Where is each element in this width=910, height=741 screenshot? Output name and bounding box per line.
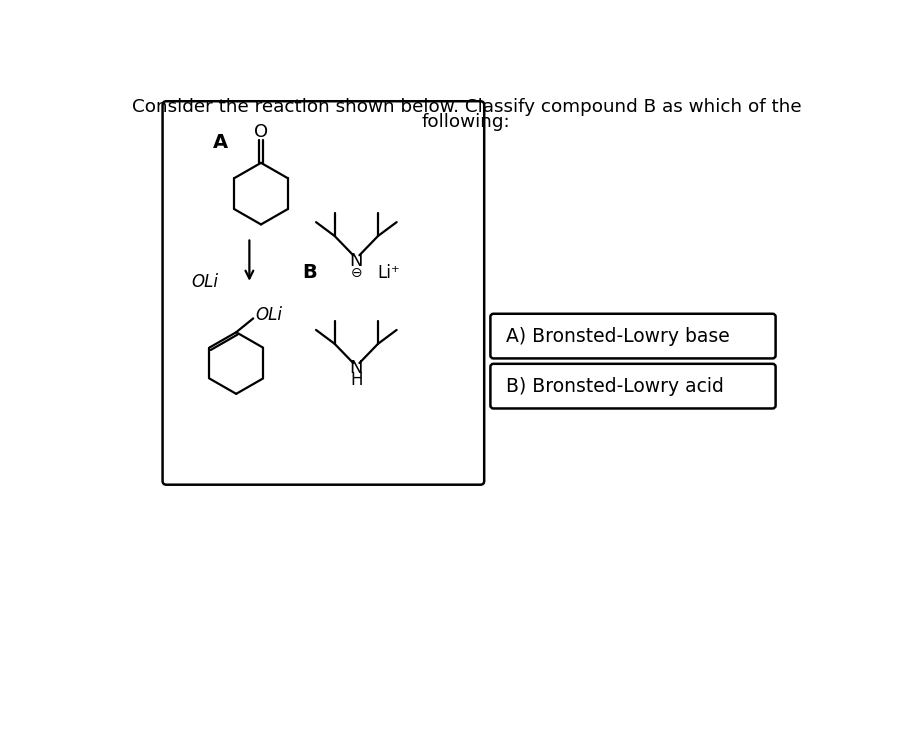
Text: Consider the reaction shown below. Classify compound B as which of the: Consider the reaction shown below. Class…	[132, 98, 801, 116]
Text: O: O	[254, 123, 268, 141]
Text: B) Bronsted-Lowry acid: B) Bronsted-Lowry acid	[506, 376, 723, 396]
FancyBboxPatch shape	[490, 313, 775, 359]
Text: H: H	[350, 371, 362, 389]
Text: N: N	[349, 359, 363, 377]
Text: B: B	[302, 264, 318, 282]
Text: N: N	[349, 252, 363, 270]
Text: following:: following:	[422, 113, 511, 131]
FancyBboxPatch shape	[490, 364, 775, 408]
Text: OLi: OLi	[192, 273, 218, 291]
Text: ⊖: ⊖	[350, 266, 362, 280]
FancyBboxPatch shape	[163, 102, 484, 485]
Text: Li⁺: Li⁺	[378, 264, 400, 282]
Text: A: A	[213, 133, 228, 152]
Text: OLi: OLi	[255, 306, 282, 325]
Text: A) Bronsted-Lowry base: A) Bronsted-Lowry base	[506, 327, 730, 345]
